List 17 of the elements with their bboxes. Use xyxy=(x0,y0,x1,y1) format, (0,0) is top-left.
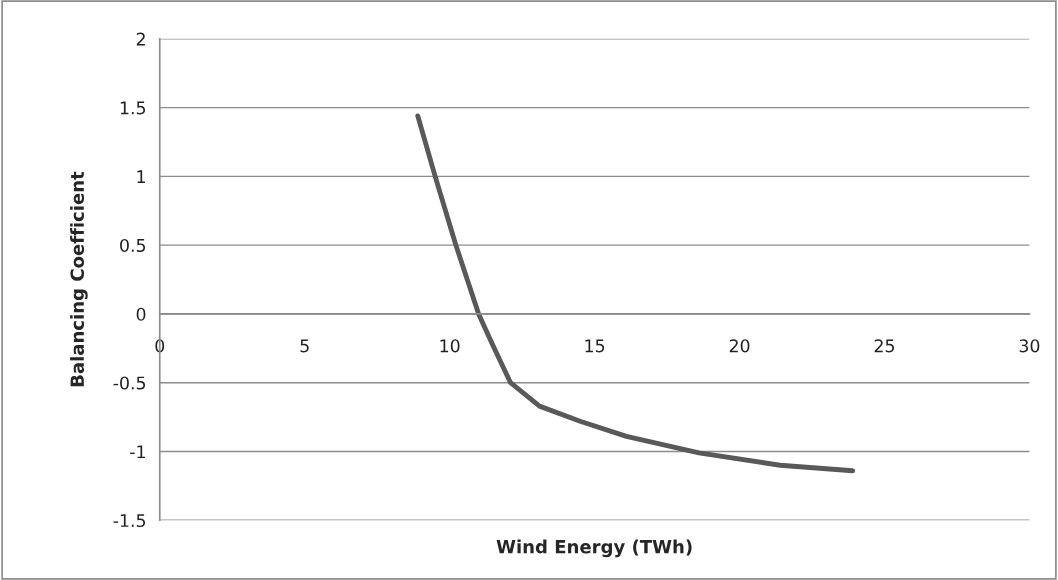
x-tick-label: 10 xyxy=(440,339,460,353)
y-axis-title: Balancing Coefficient xyxy=(70,171,88,387)
x-tick-label: 5 xyxy=(300,339,309,353)
x-tick-label: 20 xyxy=(729,339,750,353)
x-tick-label: 30 xyxy=(1019,339,1040,353)
line-series xyxy=(415,113,856,474)
x-axis-title: Wind Energy (TWh) xyxy=(496,539,692,558)
y-tick-label: -0.5 xyxy=(113,376,146,390)
y-tick-label: 0.5 xyxy=(120,238,146,253)
y-tick-label: 1.5 xyxy=(120,101,146,115)
y-tick-label: -1.5 xyxy=(113,514,146,528)
x-tick-label: 15 xyxy=(585,339,605,353)
y-tick-label: 1 xyxy=(137,170,145,183)
y-tick-label: -1 xyxy=(130,445,145,459)
y-tick-label: 2 xyxy=(136,32,145,46)
x-tick-label: 25 xyxy=(874,339,895,353)
y-tick-label: 0 xyxy=(136,307,146,321)
